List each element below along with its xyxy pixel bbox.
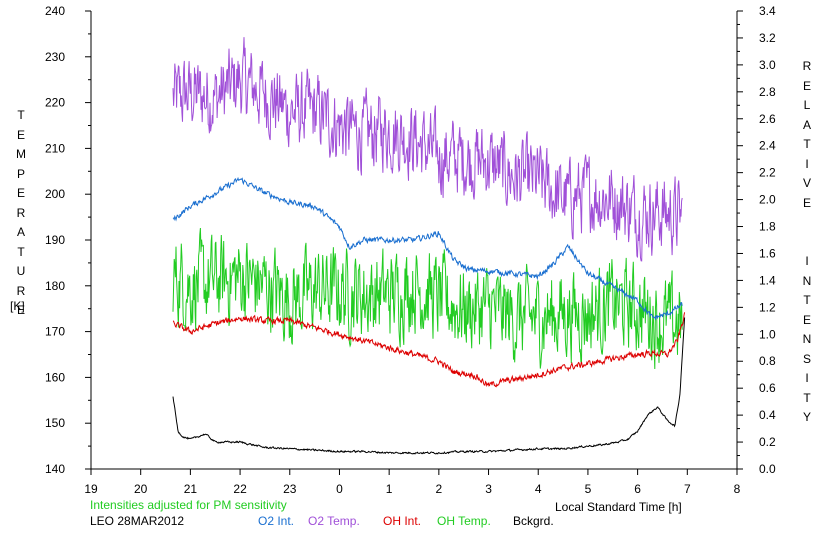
x-tick-label: 2 <box>436 482 443 496</box>
x-tick-label: 4 <box>535 482 542 496</box>
series-line-oh-temp <box>172 227 683 370</box>
legend-bckgrd: Bckgrd. <box>513 514 554 528</box>
y-left-tick-label: 170 <box>45 325 65 339</box>
y-left-tick-label: 220 <box>45 96 65 110</box>
axis-title-letter: A <box>16 225 25 239</box>
axis-title-letter: L <box>803 98 811 112</box>
axis-title-letter: T <box>803 390 811 405</box>
axis-title-letter: U <box>16 264 26 278</box>
axis-title-letter: Y <box>802 410 811 424</box>
y-right-tick-label: 0.8 <box>759 354 776 368</box>
y-right-tick-label: 1.2 <box>759 300 776 314</box>
y-right-tick-label: 3.4 <box>759 4 776 18</box>
axis-title-letter <box>797 213 817 233</box>
y-left-tick-label: 160 <box>45 370 65 384</box>
y-right-tick-label: 2.2 <box>759 166 776 180</box>
series-line-oh-int <box>172 312 686 388</box>
axis-title-letter: I <box>805 254 809 268</box>
footnote-text: Intensities adjusted for PM sensitivity <box>90 498 287 512</box>
left-axis-unit: [K] <box>10 299 25 313</box>
axis-title-letter: E <box>802 78 811 93</box>
x-tick-label: 21 <box>184 482 198 496</box>
legend-o2-temp: O2 Temp. <box>308 514 360 528</box>
y-left-tick-label: 230 <box>45 50 65 64</box>
x-tick-label: 0 <box>336 482 343 496</box>
x-tick-label: 23 <box>283 482 297 496</box>
y-axis-left: 140 150 160 170 180 190 200 210 220 230 240 <box>45 4 91 476</box>
axis-title-letter: V <box>802 176 811 190</box>
axis-title-letter: T <box>803 137 811 151</box>
axis-title-letter: T <box>803 293 811 307</box>
x-tick-label: 19 <box>84 482 98 496</box>
legend-o2-int: O2 Int. <box>258 514 295 528</box>
series-line-bckgrd <box>172 317 686 455</box>
axis-title-letter: E <box>16 186 25 200</box>
axis-title-letter: R <box>802 59 812 73</box>
x-tick-label: 1 <box>386 482 393 496</box>
y-right-tick-label: 0.6 <box>759 381 776 395</box>
y-right-tick-label: 2.0 <box>759 193 776 207</box>
x-axis: 19 20 21 22 23 0 1 2 3 4 5 6 7 8 <box>84 469 741 496</box>
x-tick-label: 20 <box>134 482 148 496</box>
y-right-tick-label: 0.2 <box>759 435 776 449</box>
y-right-tick-label: 1.4 <box>759 273 776 287</box>
y-axis-right: 0.0 0.2 0.4 0.6 0.8 1.0 1.2 1.4 1.6 1.8 2.0 2.2 2.4 2… <box>737 4 776 476</box>
axis-title-letter: E <box>802 312 811 327</box>
axis-title-letter: E <box>802 195 811 210</box>
axis-title-letter: E <box>16 303 25 317</box>
y-left-tick-label: 240 <box>45 4 65 18</box>
series-line-o2-int <box>172 176 683 321</box>
axis-title-letter <box>797 233 817 253</box>
y-right-tick-label: 2.6 <box>759 112 776 126</box>
x-tick-label: 7 <box>684 482 691 496</box>
x-axis-title: Local Standard Time [h] <box>555 500 682 514</box>
axis-title-letter: I <box>805 371 809 385</box>
x-tick-label: 3 <box>485 482 492 496</box>
axis-title-letter: R <box>16 205 26 220</box>
x-tick-label: 5 <box>585 482 592 496</box>
legend-oh-temp: OH Temp. <box>437 514 491 528</box>
y-left-tick-label: 140 <box>45 462 65 476</box>
axis-title-letter: A <box>802 117 811 132</box>
y-right-tick-label: 3.0 <box>759 58 776 72</box>
series-line-o2-temp <box>172 37 683 262</box>
y-right-tick-label: 2.4 <box>759 139 776 153</box>
x-tick-label: 8 <box>734 482 741 496</box>
y-right-tick-label: 1.6 <box>759 246 776 260</box>
x-tick-label: 6 <box>634 482 641 496</box>
axis-title-letter: I <box>805 156 809 171</box>
legend-oh-int: OH Int. <box>383 514 422 528</box>
axis-title-letter: M <box>16 147 26 161</box>
y-left-tick-label: 210 <box>45 141 65 155</box>
y-right-tick-label: 1.8 <box>759 220 776 234</box>
series-lines <box>172 37 686 455</box>
y-right-tick-label: 2.8 <box>759 85 776 99</box>
y-right-tick-label: 0.0 <box>759 462 776 476</box>
axis-title-letter: N <box>802 273 812 288</box>
y-right-tick-label: 3.2 <box>759 31 776 45</box>
y-left-tick-label: 150 <box>45 416 65 430</box>
y-right-tick-label: 0.4 <box>759 408 776 422</box>
station-date-label: LEO 28MAR2012 <box>90 514 185 528</box>
axis-title-letter: R <box>16 283 26 298</box>
y-right-tick-label: 1.0 <box>759 327 776 341</box>
axis-title-letter: T <box>17 108 25 122</box>
y-left-tick-label: 190 <box>45 233 65 247</box>
axis-title-letter: P <box>16 166 25 181</box>
x-tick-label: 22 <box>233 482 247 496</box>
axis-title-letter: E <box>16 127 25 142</box>
y-left-tick-label: 180 <box>45 279 65 293</box>
axis-title-letter: N <box>802 332 812 346</box>
y-left-tick-label: 200 <box>45 187 65 201</box>
axis-title-letter: T <box>17 244 25 259</box>
axis-title-letter: S <box>802 351 811 366</box>
